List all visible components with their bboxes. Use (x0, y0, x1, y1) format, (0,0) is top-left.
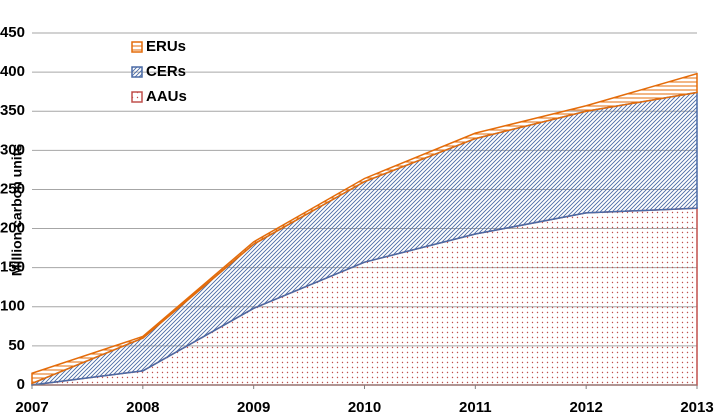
y-tick-label: 250 (0, 180, 25, 197)
x-tick-label: 2007 (15, 399, 48, 416)
y-tick-label: 400 (0, 63, 25, 80)
y-tick-label: 300 (0, 141, 25, 158)
x-tick-label: 2011 (459, 399, 492, 416)
y-tick-label: 350 (0, 102, 25, 119)
y-tick-label: 450 (0, 24, 25, 41)
x-tick-label: 2013 (680, 399, 713, 416)
y-tick-label: 200 (0, 220, 25, 237)
x-tick-label: 2012 (569, 399, 602, 416)
y-tick-label: 150 (0, 259, 25, 276)
y-tick-label: 0 (17, 376, 25, 393)
y-tick-label: 100 (0, 298, 25, 315)
x-tick-label: 2008 (126, 399, 159, 416)
legend-swatch (131, 66, 143, 78)
legend-swatch (131, 91, 143, 103)
x-tick-label: 2010 (348, 399, 381, 416)
area (31, 72, 698, 385)
x-tick-label: 2009 (237, 399, 270, 416)
y-axis-label: Million carbon units (9, 144, 25, 276)
legend-label: CERs (146, 63, 186, 80)
legend-label: AAUs (146, 88, 187, 105)
legend-label: ERUs (146, 38, 186, 55)
y-tick-label: 50 (8, 337, 25, 354)
legend-swatch (131, 41, 143, 53)
